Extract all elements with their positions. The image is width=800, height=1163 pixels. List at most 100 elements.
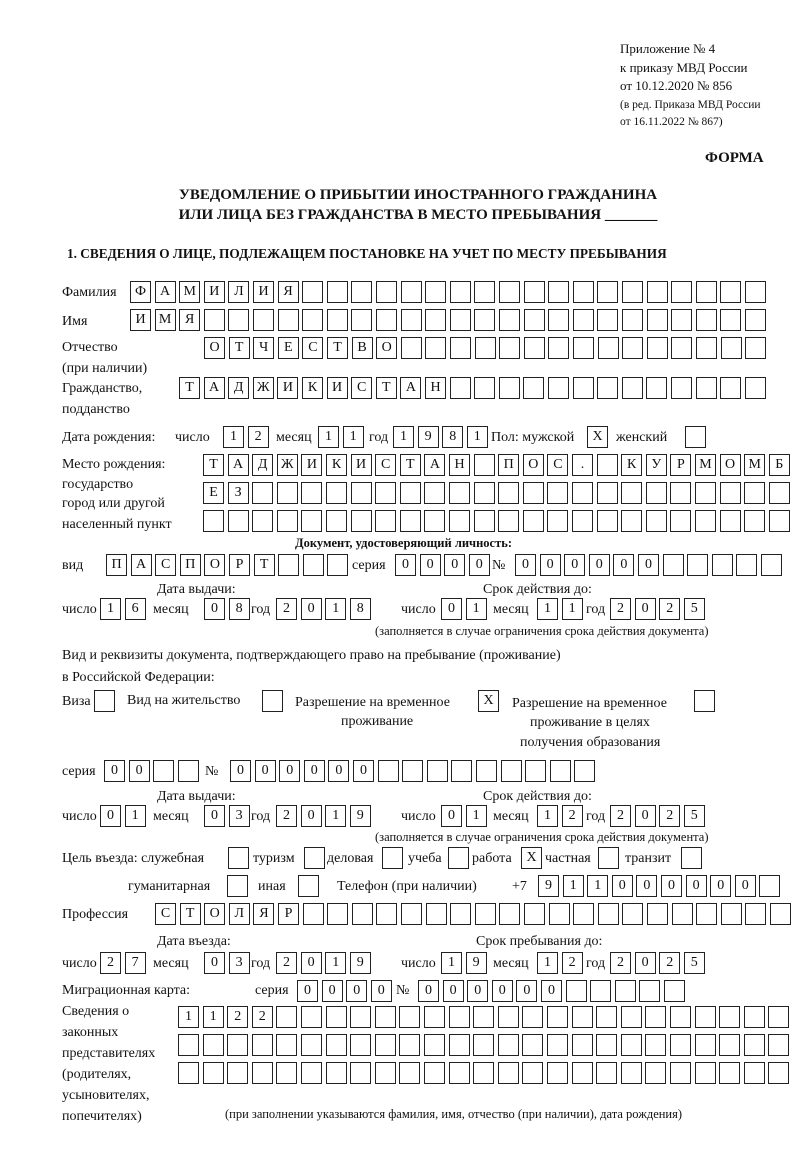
character-cell[interactable]: Т — [179, 903, 201, 925]
character-cell[interactable]: 1 — [537, 598, 558, 620]
character-cell[interactable] — [549, 760, 571, 782]
character-cell[interactable] — [622, 281, 643, 303]
character-cell[interactable]: 0 — [300, 805, 322, 827]
character-cell[interactable] — [671, 281, 693, 303]
character-cell[interactable]: 0 — [321, 980, 343, 1002]
character-cell[interactable] — [474, 377, 496, 399]
character-cell[interactable] — [745, 903, 767, 925]
character-cell[interactable] — [474, 337, 496, 359]
character-cell[interactable] — [301, 482, 323, 504]
character-cell[interactable] — [523, 377, 545, 399]
character-cell[interactable] — [426, 760, 448, 782]
character-cell[interactable]: 0 — [638, 554, 659, 576]
character-cell[interactable]: 0 — [516, 980, 538, 1002]
character-cell[interactable]: М — [744, 454, 766, 476]
character-cell[interactable]: В — [351, 337, 373, 359]
character-cell[interactable] — [571, 1034, 593, 1056]
character-cell[interactable] — [670, 1034, 691, 1056]
character-cell[interactable]: Р — [670, 454, 692, 476]
character-cell[interactable]: 0 — [634, 805, 656, 827]
character-cell[interactable]: А — [154, 281, 176, 303]
character-cell[interactable]: З — [227, 482, 249, 504]
character-cell[interactable]: Т — [179, 377, 200, 399]
character-cell[interactable] — [761, 554, 782, 576]
character-cell[interactable] — [671, 309, 693, 331]
character-cell[interactable] — [620, 1034, 642, 1056]
character-cell[interactable]: 0 — [204, 598, 225, 620]
character-cell[interactable]: 1 — [223, 426, 244, 448]
character-cell[interactable]: Ф — [130, 281, 151, 303]
character-cell[interactable]: 0 — [588, 554, 610, 576]
character-cell[interactable] — [670, 482, 692, 504]
character-cell[interactable]: О — [204, 337, 225, 359]
character-cell[interactable] — [326, 510, 347, 532]
character-cell[interactable] — [399, 1062, 421, 1084]
character-cell[interactable] — [499, 309, 520, 331]
character-cell[interactable]: 5 — [683, 598, 705, 620]
character-cell[interactable]: 0 — [539, 554, 561, 576]
character-cell[interactable]: Р — [229, 554, 250, 576]
character-cell[interactable] — [548, 337, 570, 359]
character-cell[interactable]: 0 — [710, 875, 732, 897]
character-cell[interactable]: И — [130, 309, 151, 331]
character-cell[interactable]: А — [227, 454, 249, 476]
character-cell[interactable] — [523, 337, 545, 359]
character-cell[interactable]: 1 — [441, 952, 462, 974]
character-cell[interactable] — [523, 309, 545, 331]
character-cell[interactable] — [498, 482, 520, 504]
character-cell[interactable]: М — [695, 454, 716, 476]
character-cell[interactable] — [620, 1062, 642, 1084]
checkbox[interactable]: X — [521, 847, 542, 869]
checkbox[interactable] — [681, 847, 702, 869]
character-cell[interactable] — [473, 1006, 495, 1028]
character-cell[interactable] — [687, 554, 709, 576]
character-cell[interactable] — [376, 281, 397, 303]
character-cell[interactable]: 1 — [466, 426, 488, 448]
character-cell[interactable] — [228, 309, 250, 331]
checkbox[interactable] — [304, 847, 325, 869]
character-cell[interactable] — [448, 1034, 470, 1056]
character-cell[interactable] — [399, 1034, 421, 1056]
character-cell[interactable]: С — [547, 454, 569, 476]
character-cell[interactable]: 7 — [124, 952, 146, 974]
character-cell[interactable] — [695, 377, 717, 399]
character-cell[interactable] — [424, 510, 446, 532]
character-cell[interactable] — [597, 281, 619, 303]
character-cell[interactable] — [376, 903, 398, 925]
character-cell[interactable] — [547, 1006, 568, 1028]
character-cell[interactable]: М — [179, 281, 201, 303]
character-cell[interactable] — [694, 1062, 716, 1084]
character-cell[interactable] — [500, 760, 522, 782]
character-cell[interactable] — [745, 281, 766, 303]
character-cell[interactable] — [301, 1034, 322, 1056]
character-cell[interactable] — [276, 1034, 298, 1056]
character-cell[interactable]: 0 — [468, 554, 490, 576]
character-cell[interactable] — [400, 309, 422, 331]
character-cell[interactable]: Т — [228, 337, 250, 359]
character-cell[interactable] — [325, 1062, 347, 1084]
character-cell[interactable] — [695, 482, 716, 504]
character-cell[interactable]: 0 — [279, 760, 301, 782]
character-cell[interactable]: С — [155, 554, 177, 576]
character-cell[interactable] — [374, 1006, 396, 1028]
character-cell[interactable]: 0 — [515, 554, 536, 576]
character-cell[interactable]: 2 — [276, 805, 297, 827]
character-cell[interactable]: 1 — [325, 805, 347, 827]
character-cell[interactable] — [498, 377, 520, 399]
character-cell[interactable]: 1 — [178, 1006, 199, 1028]
character-cell[interactable] — [177, 760, 199, 782]
character-cell[interactable] — [548, 309, 570, 331]
character-cell[interactable] — [448, 1006, 470, 1028]
character-cell[interactable] — [525, 760, 547, 782]
character-cell[interactable]: П — [179, 554, 201, 576]
character-cell[interactable] — [424, 1062, 445, 1084]
character-cell[interactable] — [402, 760, 424, 782]
character-cell[interactable] — [497, 1062, 519, 1084]
character-cell[interactable] — [351, 281, 373, 303]
character-cell[interactable]: 2 — [247, 426, 269, 448]
checkbox[interactable]: X — [478, 690, 499, 712]
character-cell[interactable] — [572, 281, 594, 303]
character-cell[interactable] — [227, 510, 249, 532]
character-cell[interactable]: М — [154, 309, 176, 331]
character-cell[interactable] — [572, 309, 594, 331]
